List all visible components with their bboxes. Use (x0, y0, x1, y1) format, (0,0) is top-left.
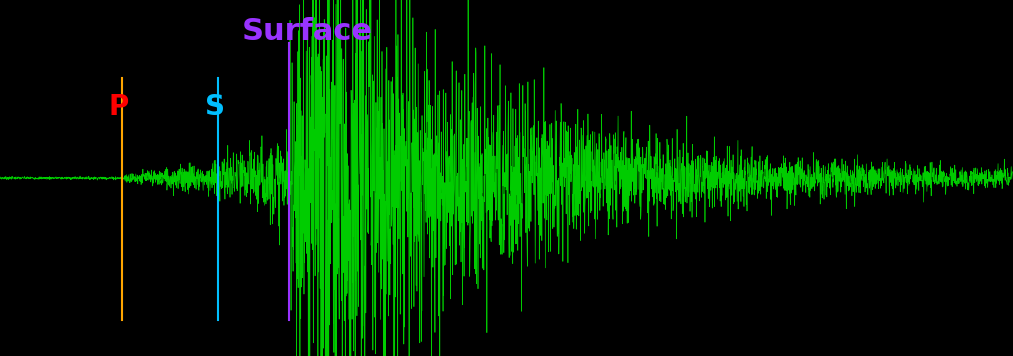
Text: P: P (108, 93, 129, 121)
Text: Surface: Surface (241, 17, 373, 46)
Text: S: S (205, 93, 225, 121)
